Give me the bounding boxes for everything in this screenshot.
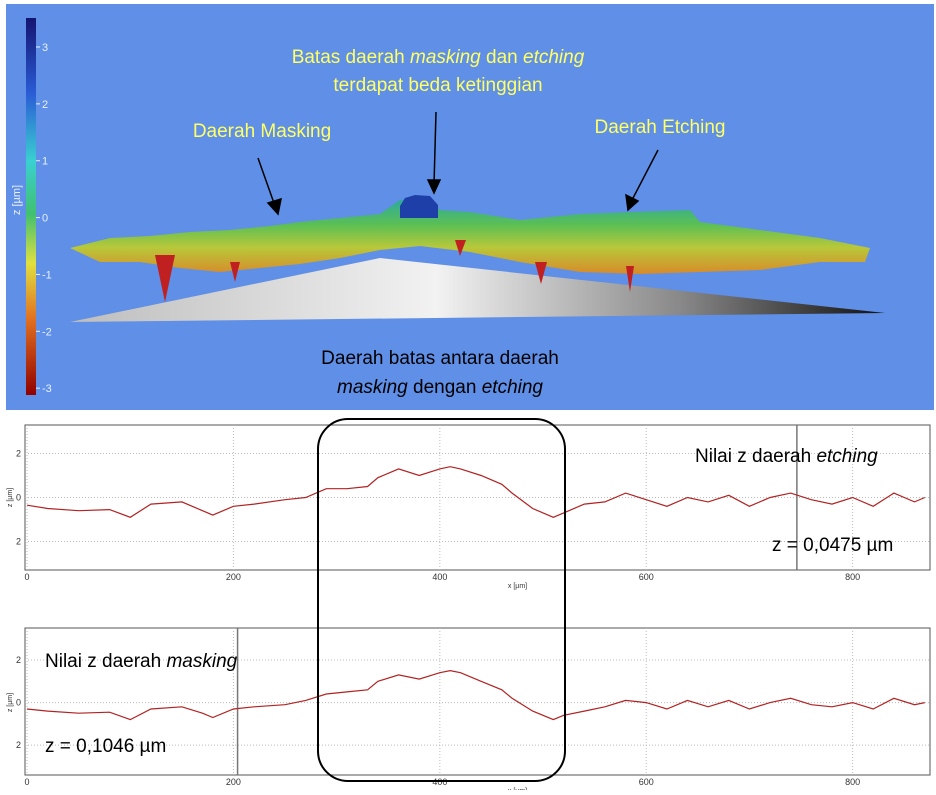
x-tick-label: 0 bbox=[25, 777, 30, 787]
text: masking bbox=[410, 47, 481, 68]
text: etching bbox=[523, 47, 585, 68]
z-value: z = 0,1046 µm bbox=[45, 736, 166, 757]
text: Nilai z daerah bbox=[695, 446, 816, 467]
x-tick-label: 200 bbox=[226, 572, 241, 582]
x-tick-label: 0 bbox=[25, 572, 30, 582]
y-axis-label: z [µm] bbox=[7, 488, 14, 507]
y-tick-label: 2 bbox=[16, 655, 21, 665]
x-tick-label: 600 bbox=[639, 777, 654, 787]
x-axis-label: x [µm] bbox=[508, 583, 527, 590]
y-tick-label: 0 bbox=[16, 493, 21, 503]
text: dengan bbox=[408, 377, 482, 398]
annotation: Batas daerah masking dan etching bbox=[292, 47, 585, 68]
text: dan bbox=[481, 47, 523, 68]
colorbar bbox=[26, 18, 36, 395]
colorbar-tick-label: -1 bbox=[42, 269, 52, 281]
annotation: terdapat beda ketinggian bbox=[333, 75, 542, 96]
colorbar-tick-label: -3 bbox=[42, 383, 52, 395]
annotation: Daerah Masking bbox=[193, 121, 331, 142]
y-tick-label: 2 bbox=[16, 740, 21, 750]
colorbar-tick-label: 2 bbox=[42, 99, 48, 111]
x-tick-label: 800 bbox=[845, 777, 860, 787]
z-value: z = 0,0475 µm bbox=[772, 535, 893, 556]
colorbar-tick-label: 0 bbox=[42, 213, 48, 225]
annotation: Daerah Etching bbox=[595, 117, 726, 138]
caption: masking dengan etching bbox=[337, 377, 543, 398]
x-tick-label: 600 bbox=[639, 572, 654, 582]
colorbar-tick-label: 1 bbox=[42, 156, 48, 168]
figure: z [µm] 3 2 1 0 -1 -2 -3 Batas daerah masking d… bbox=[0, 0, 936, 790]
colorbar-tick-label: -2 bbox=[42, 326, 52, 338]
text: Batas daerah bbox=[292, 47, 410, 68]
text: masking bbox=[337, 377, 408, 398]
annotation: Nilai z daerah masking bbox=[45, 651, 238, 672]
text: etching bbox=[816, 446, 878, 467]
colorbar-tick-label: 3 bbox=[42, 42, 48, 54]
colorbar-label: z [µm] bbox=[11, 185, 23, 215]
x-tick-label: 400 bbox=[432, 572, 447, 582]
page: z [µm] 3 2 1 0 -1 -2 -3 Batas daerah masking d… bbox=[0, 0, 936, 790]
y-tick-label: 2 bbox=[16, 536, 21, 546]
x-tick-label: 200 bbox=[226, 777, 241, 787]
caption: Daerah batas antara daerah bbox=[321, 348, 559, 369]
text: masking bbox=[166, 651, 237, 672]
text: Nilai z daerah bbox=[45, 651, 166, 672]
y-tick-label: 2 bbox=[16, 449, 21, 459]
y-axis-label: z [µm] bbox=[7, 693, 14, 712]
x-tick-label: 800 bbox=[845, 572, 860, 582]
text: etching bbox=[482, 377, 544, 398]
y-tick-label: 0 bbox=[16, 698, 21, 708]
annotation: Nilai z daerah etching bbox=[695, 446, 878, 467]
